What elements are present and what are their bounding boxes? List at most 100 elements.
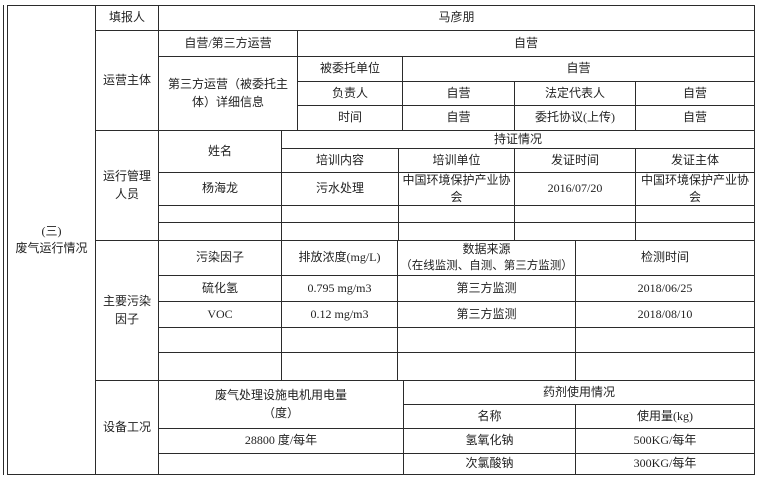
pollutant-row: 硫化氢 0.795 mg/m3 第三方监测 2018/06/25 xyxy=(159,276,754,302)
power-header-line1: 废气处理设施电机用电量 xyxy=(214,388,347,403)
legal-rep-label-cell: 法定代表人 xyxy=(515,82,636,105)
pollutant-time-cell: 2018/08/10 xyxy=(637,306,693,321)
time-label-cell: 时间 xyxy=(298,106,403,130)
staff-training-unit-cell: 中国环境保护产业协会 xyxy=(399,173,515,205)
staff-section: 运行管理人员 姓名 持证情况 培训内容 培训单位 发证时间 xyxy=(96,131,754,241)
pollutant-col-source-line2: （在线监测、自测、第三方监测） xyxy=(400,260,573,273)
staff-name-col-header: 姓名 xyxy=(159,131,282,172)
chem-name-cell: 次氯酸钠 xyxy=(404,454,576,474)
manager-value-cell: 自营 xyxy=(403,82,515,105)
waste-gas-operation-table: (三) 废气运行情况 填报人 马彦朋 运营主体 xyxy=(7,5,755,475)
staff-cert-date-cell: 2016/07/20 xyxy=(515,173,636,205)
staff-row: 杨海龙 污水处理 中国环境保护产业协会 2016/07/20 中国环境保护产业协… xyxy=(159,173,754,206)
power-header-cell: 废气处理设施电机用电量 （度） xyxy=(159,381,403,428)
pollutant-row xyxy=(159,328,754,353)
equipment-section: 设备工况 废气处理设施电机用电量 （度） 28800 度/每年 xyxy=(96,381,754,474)
power-header-line2: （度） xyxy=(262,405,299,420)
chem-col-amount: 使用量(kg) xyxy=(637,408,693,423)
pollutant-row xyxy=(159,353,754,380)
entrusted-unit-label-cell: 被委托单位 xyxy=(298,57,403,81)
pollutant-factor-cell: 硫化氢 xyxy=(159,276,282,301)
staff-row xyxy=(159,223,754,240)
chem-name-cell: 氢氧化钠 xyxy=(404,429,576,453)
operator-mode-value-cell: 自营 xyxy=(513,35,538,50)
chem-title-cell: 药剂使用情况 xyxy=(542,384,615,399)
pollutant-col-factor: 污染因子 xyxy=(159,241,282,275)
pollutant-col-concentration: 排放浓度(mg/L) xyxy=(282,241,398,275)
pollutant-col-time: 检测时间 xyxy=(640,250,689,265)
power-value-cell: 28800 度/每年 xyxy=(244,433,318,448)
equipment-label: 设备工况 xyxy=(102,419,151,434)
report-table-frame: (三) 废气运行情况 填报人 马彦朋 运营主体 xyxy=(3,5,755,475)
staff-cert-issuer-cell: 中国环境保护产业协会 xyxy=(640,172,749,204)
section-title: 废气运行情况 xyxy=(15,241,88,255)
staff-cert-group-header: 持证情况 xyxy=(493,131,542,146)
pollutant-concentration-cell: 0.795 mg/m3 xyxy=(282,276,398,301)
empty-cell xyxy=(282,206,399,222)
staff-training-content-cell: 污水处理 xyxy=(282,173,399,205)
empty-cell xyxy=(576,353,754,380)
operator-label-cell: 运营主体 xyxy=(96,31,159,130)
pollutant-source-cell: 第三方监测 xyxy=(398,276,576,301)
staff-content: 姓名 持证情况 培训内容 培训单位 发证时间 发证主体 xyxy=(159,131,754,240)
empty-cell xyxy=(159,206,282,222)
empty-cell xyxy=(282,353,398,380)
entrusted-unit-value-cell: 自营 xyxy=(566,61,591,76)
chem-row: 氢氧化钠 500KG/每年 xyxy=(404,429,754,454)
staff-name-cell: 杨海龙 xyxy=(159,173,282,205)
pollutant-col-source-line1: 数据来源 xyxy=(462,241,511,256)
empty-cell xyxy=(399,206,515,222)
equipment-content: 废气处理设施电机用电量 （度） 28800 度/每年 xyxy=(159,381,754,474)
pollutant-row: VOC 0.12 mg/m3 第三方监测 2018/08/10 xyxy=(159,302,754,328)
filler-content: 马彦朋 xyxy=(159,6,754,30)
pollutant-section: 主要污染因子 污染因子 排放浓度(mg/L) 数据来源 （在线监测、自测、第三方… xyxy=(96,241,754,381)
section-number: (三) xyxy=(41,223,62,238)
empty-cell xyxy=(159,353,282,380)
pollutant-source-cell: 第三方监测 xyxy=(398,302,576,327)
operator-label: 运营主体 xyxy=(102,72,151,87)
empty-cell xyxy=(159,328,282,352)
operator-content: 自营/第三方运营 自营 第三方运营（被委托主体）详细信息 被委托单位 自营 负责… xyxy=(159,31,754,130)
staff-col-cert-date: 发证时间 xyxy=(515,149,636,172)
manager-label-cell: 负责人 xyxy=(298,82,403,105)
empty-cell xyxy=(636,223,754,240)
chem-row: 次氯酸钠 300KG/每年 xyxy=(404,454,754,474)
pollutant-concentration-cell: 0.12 mg/m3 xyxy=(282,302,398,327)
time-value-cell: 自营 xyxy=(403,106,515,130)
operator-mode-label-cell: 自营/第三方运营 xyxy=(159,31,298,56)
empty-cell xyxy=(159,223,282,240)
empty-cell xyxy=(398,328,576,352)
staff-col-training-unit: 培训单位 xyxy=(399,149,515,172)
pollutant-content: 污染因子 排放浓度(mg/L) 数据来源 （在线监测、自测、第三方监测） 检测时… xyxy=(159,241,754,380)
empty-cell xyxy=(576,328,754,352)
empty-cell xyxy=(398,353,576,380)
staff-row xyxy=(159,206,754,223)
staff-label: 运行管理人员 xyxy=(102,169,151,201)
empty-cell xyxy=(636,206,754,222)
empty-cell xyxy=(515,223,636,240)
pollutant-time-cell: 2018/06/25 xyxy=(637,280,693,295)
filler-label-cell: 填报人 xyxy=(96,6,159,30)
staff-col-training-content: 培训内容 xyxy=(282,149,399,172)
filler-value-cell: 马彦朋 xyxy=(438,10,475,25)
chem-col-name: 名称 xyxy=(404,405,576,428)
pollutant-label-cell: 主要污染因子 xyxy=(96,241,159,380)
filler-label: 填报人 xyxy=(108,10,145,25)
empty-cell xyxy=(282,328,398,352)
empty-cell xyxy=(159,454,403,474)
agreement-label-cell: 委托协议(上传) xyxy=(515,106,636,130)
operator-detail-label-cell: 第三方运营（被委托主体）详细信息 xyxy=(159,57,298,130)
empty-cell xyxy=(282,223,399,240)
agreement-value-cell: 自营 xyxy=(682,110,707,125)
operator-section: 运营主体 自营/第三方运营 自营 第三方运营（被委托主体）详细信息 被委托单位 … xyxy=(96,31,754,131)
staff-label-cell: 运行管理人员 xyxy=(96,131,159,240)
pollutant-label: 主要污染因子 xyxy=(102,294,151,326)
equipment-label-cell: 设备工况 xyxy=(96,381,159,474)
chem-amount-cell: 500KG/每年 xyxy=(633,433,697,448)
table-body: 填报人 马彦朋 运营主体 自营/第三方运营 自营 xyxy=(96,6,754,474)
staff-col-cert-issuer: 发证主体 xyxy=(670,152,719,167)
pollutant-factor-cell: VOC xyxy=(159,302,282,327)
pollutant-col-source: 数据来源 （在线监测、自测、第三方监测） xyxy=(398,241,576,275)
empty-cell xyxy=(515,206,636,222)
legal-rep-value-cell: 自营 xyxy=(682,85,707,100)
